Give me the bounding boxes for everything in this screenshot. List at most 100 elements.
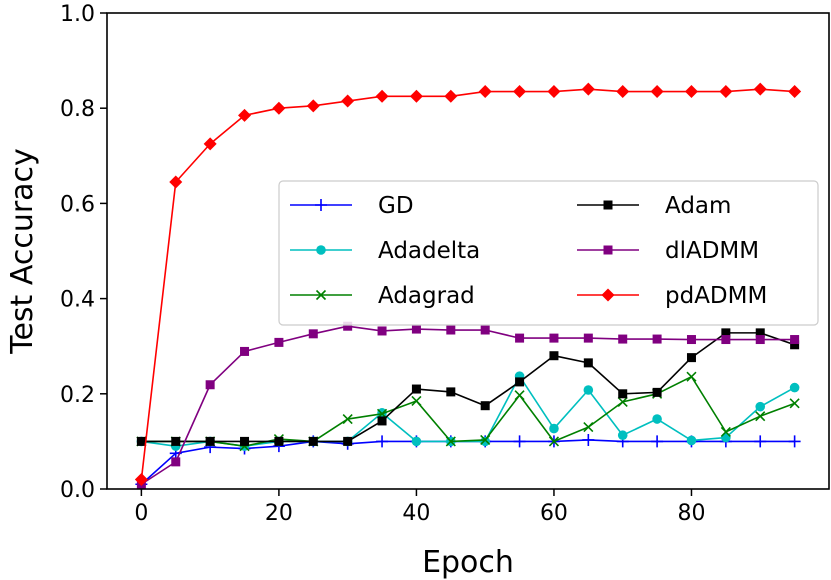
series-line-adadelta: [141, 375, 796, 447]
data-point-pdadmm: [203, 137, 217, 151]
data-point-adam: [686, 353, 696, 363]
data-point-dladmm: [686, 335, 696, 345]
data-point-pdadmm: [719, 85, 733, 99]
data-point-dladmm: [446, 325, 456, 335]
legend-box: [278, 180, 819, 326]
data-point-pdadmm: [238, 108, 252, 122]
data-point-adagrad: [755, 411, 766, 422]
data-point-dladmm: [652, 334, 662, 344]
x-tick-label: 60: [540, 501, 568, 526]
series-line-gd: [140, 439, 795, 485]
data-point-dladmm: [549, 333, 559, 343]
series-pdadmm: [134, 82, 802, 486]
data-point-adam: [240, 436, 250, 446]
legend-swatch-marker: [315, 199, 327, 211]
legend-item-dladmm: dlADMM: [577, 238, 759, 264]
data-point-gd: [651, 435, 664, 448]
series-adadelta: [136, 371, 800, 451]
x-axis-label: Epoch: [422, 545, 514, 580]
data-point-pdadmm: [375, 89, 389, 103]
series-adam: [136, 328, 800, 446]
data-point-pdadmm: [341, 94, 355, 108]
ticks-layer: 0 20 40 60 80 0.0 0.2 0.4 0.6 0.8 1.0: [60, 2, 705, 526]
data-point-adadelta: [411, 436, 422, 447]
data-point-pdadmm: [788, 85, 802, 99]
y-tick-label: 0.6: [60, 192, 95, 217]
legend-item-adam: Adam: [577, 193, 731, 219]
data-point-adagrad: [617, 396, 628, 407]
data-point-adam: [755, 328, 765, 338]
data-point-pdadmm: [547, 85, 561, 99]
data-point-pdadmm: [409, 89, 423, 103]
x-tick-label: 20: [265, 501, 293, 526]
data-point-adagrad: [686, 371, 697, 382]
data-point-adam: [343, 436, 353, 446]
data-point-dladmm: [343, 321, 353, 331]
legend-label: GD: [378, 193, 414, 219]
legend-swatch-marker: [603, 245, 613, 255]
data-point-pdadmm: [581, 82, 595, 96]
data-point-dladmm: [377, 326, 387, 336]
data-point-adam: [377, 416, 387, 426]
plot-frame: [106, 12, 830, 490]
series-layer: [134, 82, 802, 491]
data-point-adam: [790, 340, 800, 350]
data-point-adam: [205, 436, 215, 446]
data-point-adadelta: [686, 435, 697, 446]
x-tick-label: 40: [402, 501, 430, 526]
data-point-adam: [480, 401, 490, 411]
data-point-gd: [376, 435, 389, 448]
y-axis-label: Test Accuracy: [5, 148, 40, 355]
data-point-gd: [582, 433, 595, 446]
series-adagrad: [136, 371, 800, 452]
legend-label: Adagrad: [378, 283, 475, 309]
legend-item-adagrad: Adagrad: [290, 283, 475, 309]
data-point-adadelta: [549, 423, 559, 434]
data-point-dladmm: [721, 335, 731, 345]
data-point-pdadmm: [513, 85, 527, 99]
data-point-adagrad: [342, 413, 353, 425]
y-tick-label: 0.8: [60, 97, 95, 122]
data-point-pdadmm: [616, 85, 630, 99]
data-point-adagrad: [480, 434, 491, 446]
legend-label: pdADMM: [665, 283, 767, 309]
data-point-pdadmm: [650, 85, 664, 99]
data-point-dladmm: [515, 333, 525, 343]
data-point-dladmm: [755, 335, 765, 345]
data-point-pdadmm: [753, 82, 767, 96]
x-tick-label: 80: [677, 501, 705, 526]
data-point-gd: [513, 435, 526, 448]
legend-item-adadelta: Adadelta: [290, 238, 480, 264]
series-dladmm: [136, 321, 800, 489]
data-point-adam: [411, 384, 421, 394]
y-tick-label: 0.0: [60, 478, 95, 503]
legend-label: Adam: [665, 193, 731, 219]
data-point-adagrad: [583, 422, 594, 433]
legend: GD Adadelta Adagrad Adam dlADMM pdADMM: [278, 180, 819, 326]
data-point-adagrad: [720, 426, 731, 437]
data-point-adagrad: [411, 395, 422, 407]
data-point-pdadmm: [306, 99, 320, 113]
data-point-adam: [136, 436, 146, 446]
data-point-dladmm: [480, 325, 490, 335]
series-line-adam: [141, 332, 795, 443]
data-point-adam: [652, 387, 662, 397]
data-point-gd: [788, 435, 801, 448]
data-point-adam: [721, 328, 731, 338]
data-point-adam: [171, 436, 181, 446]
data-point-dladmm: [790, 335, 800, 345]
data-point-adam: [583, 358, 593, 368]
data-point-adadelta: [583, 385, 594, 395]
data-point-dladmm: [583, 333, 593, 343]
legend-swatch-marker: [603, 200, 613, 210]
data-point-pdadmm: [478, 85, 492, 99]
legend-swatch-marker: [601, 288, 615, 302]
data-point-adadelta: [789, 382, 800, 393]
data-point-dladmm: [308, 329, 318, 339]
data-point-pdadmm: [444, 89, 458, 103]
legend-swatch-marker: [316, 245, 326, 255]
y-tick-label: 0.4: [60, 288, 95, 313]
data-point-adadelta: [617, 430, 628, 441]
data-point-dladmm: [240, 346, 250, 356]
data-point-adagrad: [548, 436, 560, 447]
